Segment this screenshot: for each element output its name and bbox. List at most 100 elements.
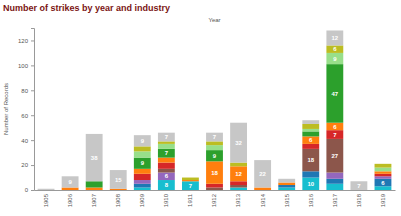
bar-segment[interactable] [110,190,127,191]
bar-segment[interactable] [158,133,175,142]
bar-segment[interactable] [230,185,247,187]
bar-segment[interactable] [38,189,55,190]
bar-segment[interactable] [110,170,127,189]
bar-segment[interactable] [38,190,55,191]
bar-segment[interactable] [206,188,223,190]
bar-segment[interactable] [375,171,392,173]
bar-segment[interactable] [375,164,392,168]
bar-segment[interactable] [62,176,79,187]
x-tick-label: 1906 [67,193,73,207]
bar-segment[interactable] [110,189,127,190]
bar-segment[interactable] [302,171,319,177]
bar-segment[interactable] [38,190,55,191]
bar-segment[interactable] [206,150,223,161]
bar-segment[interactable] [134,158,151,169]
bar-segment[interactable] [158,163,175,169]
bar-segment[interactable] [38,190,55,191]
bar-segment[interactable] [326,130,343,139]
bar-segment[interactable] [38,190,55,191]
bar-segment[interactable] [38,190,55,191]
bar-segment[interactable] [134,188,151,190]
bar-segment[interactable] [326,184,343,190]
bar-segment[interactable] [158,144,175,149]
bar-segment[interactable] [375,186,392,190]
bar-segment[interactable] [278,183,295,185]
bar-segment[interactable] [86,188,103,190]
bar-segment[interactable] [206,145,223,150]
bar-segment[interactable] [134,146,151,151]
bar-segment[interactable] [326,139,343,173]
bar-segment[interactable] [38,190,55,191]
bar-segment[interactable] [302,149,319,171]
bar-segment[interactable] [110,190,127,191]
bar-segment[interactable] [38,190,55,191]
bar-segment[interactable] [182,181,199,182]
bar-segment[interactable] [182,180,199,181]
bar-segment[interactable] [110,190,127,191]
bar-segment[interactable] [158,158,175,163]
bar-segment[interactable] [134,135,151,146]
bar-segment[interactable] [110,190,127,191]
bar-segment[interactable] [230,181,247,185]
bar-segment[interactable] [254,160,271,187]
bar-segment[interactable] [182,181,199,182]
bar-segment[interactable] [38,190,55,191]
bar-segment[interactable] [206,161,223,183]
bar-segment[interactable] [182,178,199,180]
bar-segment[interactable] [326,64,343,123]
bar-segment[interactable] [158,169,175,173]
bar-segment[interactable] [375,179,392,186]
bar-segment[interactable] [134,151,151,157]
bar-segment[interactable] [375,174,392,176]
bar-segment[interactable] [158,180,175,190]
bar-segment[interactable] [302,120,319,124]
bar-segment[interactable] [134,169,151,174]
bar-segment[interactable] [302,124,319,129]
bar-segment[interactable] [375,168,392,172]
bar-segment[interactable] [182,177,199,178]
bar-segment[interactable] [230,188,247,190]
bar-segment[interactable] [158,141,175,143]
bar-segment[interactable] [206,184,223,188]
bar-segment[interactable] [158,149,175,158]
bar-segment[interactable] [302,178,319,190]
bar-segment[interactable] [375,163,392,164]
bar-segment[interactable] [350,181,367,190]
bar-segment[interactable] [302,131,319,136]
bar-segment[interactable] [230,163,247,167]
bar-segment[interactable] [86,181,103,187]
bar-segment[interactable] [230,166,247,181]
bar-segment[interactable] [302,144,319,149]
bar-segment[interactable] [182,181,199,182]
bar-segment[interactable] [206,141,223,145]
bar-segment[interactable] [254,188,271,190]
bar-segment[interactable] [326,179,343,184]
bar-segment[interactable] [86,134,103,181]
bar-segment[interactable] [326,45,343,52]
bar-segment[interactable] [302,129,319,131]
bar-segment[interactable] [182,181,199,182]
y-tick: 60 [21,113,34,119]
bar-segment[interactable] [278,185,295,187]
bar-segment[interactable] [38,190,55,191]
bar-segment[interactable] [62,188,79,190]
bar-segment[interactable] [134,174,151,180]
bar-segment[interactable] [230,123,247,163]
bar-segment[interactable] [326,30,343,45]
bar-segment[interactable] [326,53,343,64]
bar-segment[interactable] [110,190,127,191]
bar-segment[interactable] [134,180,151,184]
bar-segment[interactable] [302,136,319,143]
bar-segment[interactable] [134,184,151,188]
bar-segment[interactable] [375,176,392,178]
bar-segment[interactable] [182,181,199,190]
bar-segment[interactable] [206,133,223,142]
bar-segment[interactable] [326,173,343,179]
bar-segment[interactable] [278,179,295,183]
y-tick-label: 80 [21,88,28,94]
data-label: 27 [331,153,338,159]
bar-segment[interactable] [326,123,343,130]
x-tick: 1918 [356,190,362,207]
bar-segment[interactable] [278,188,295,190]
bar-segment[interactable] [158,173,175,180]
